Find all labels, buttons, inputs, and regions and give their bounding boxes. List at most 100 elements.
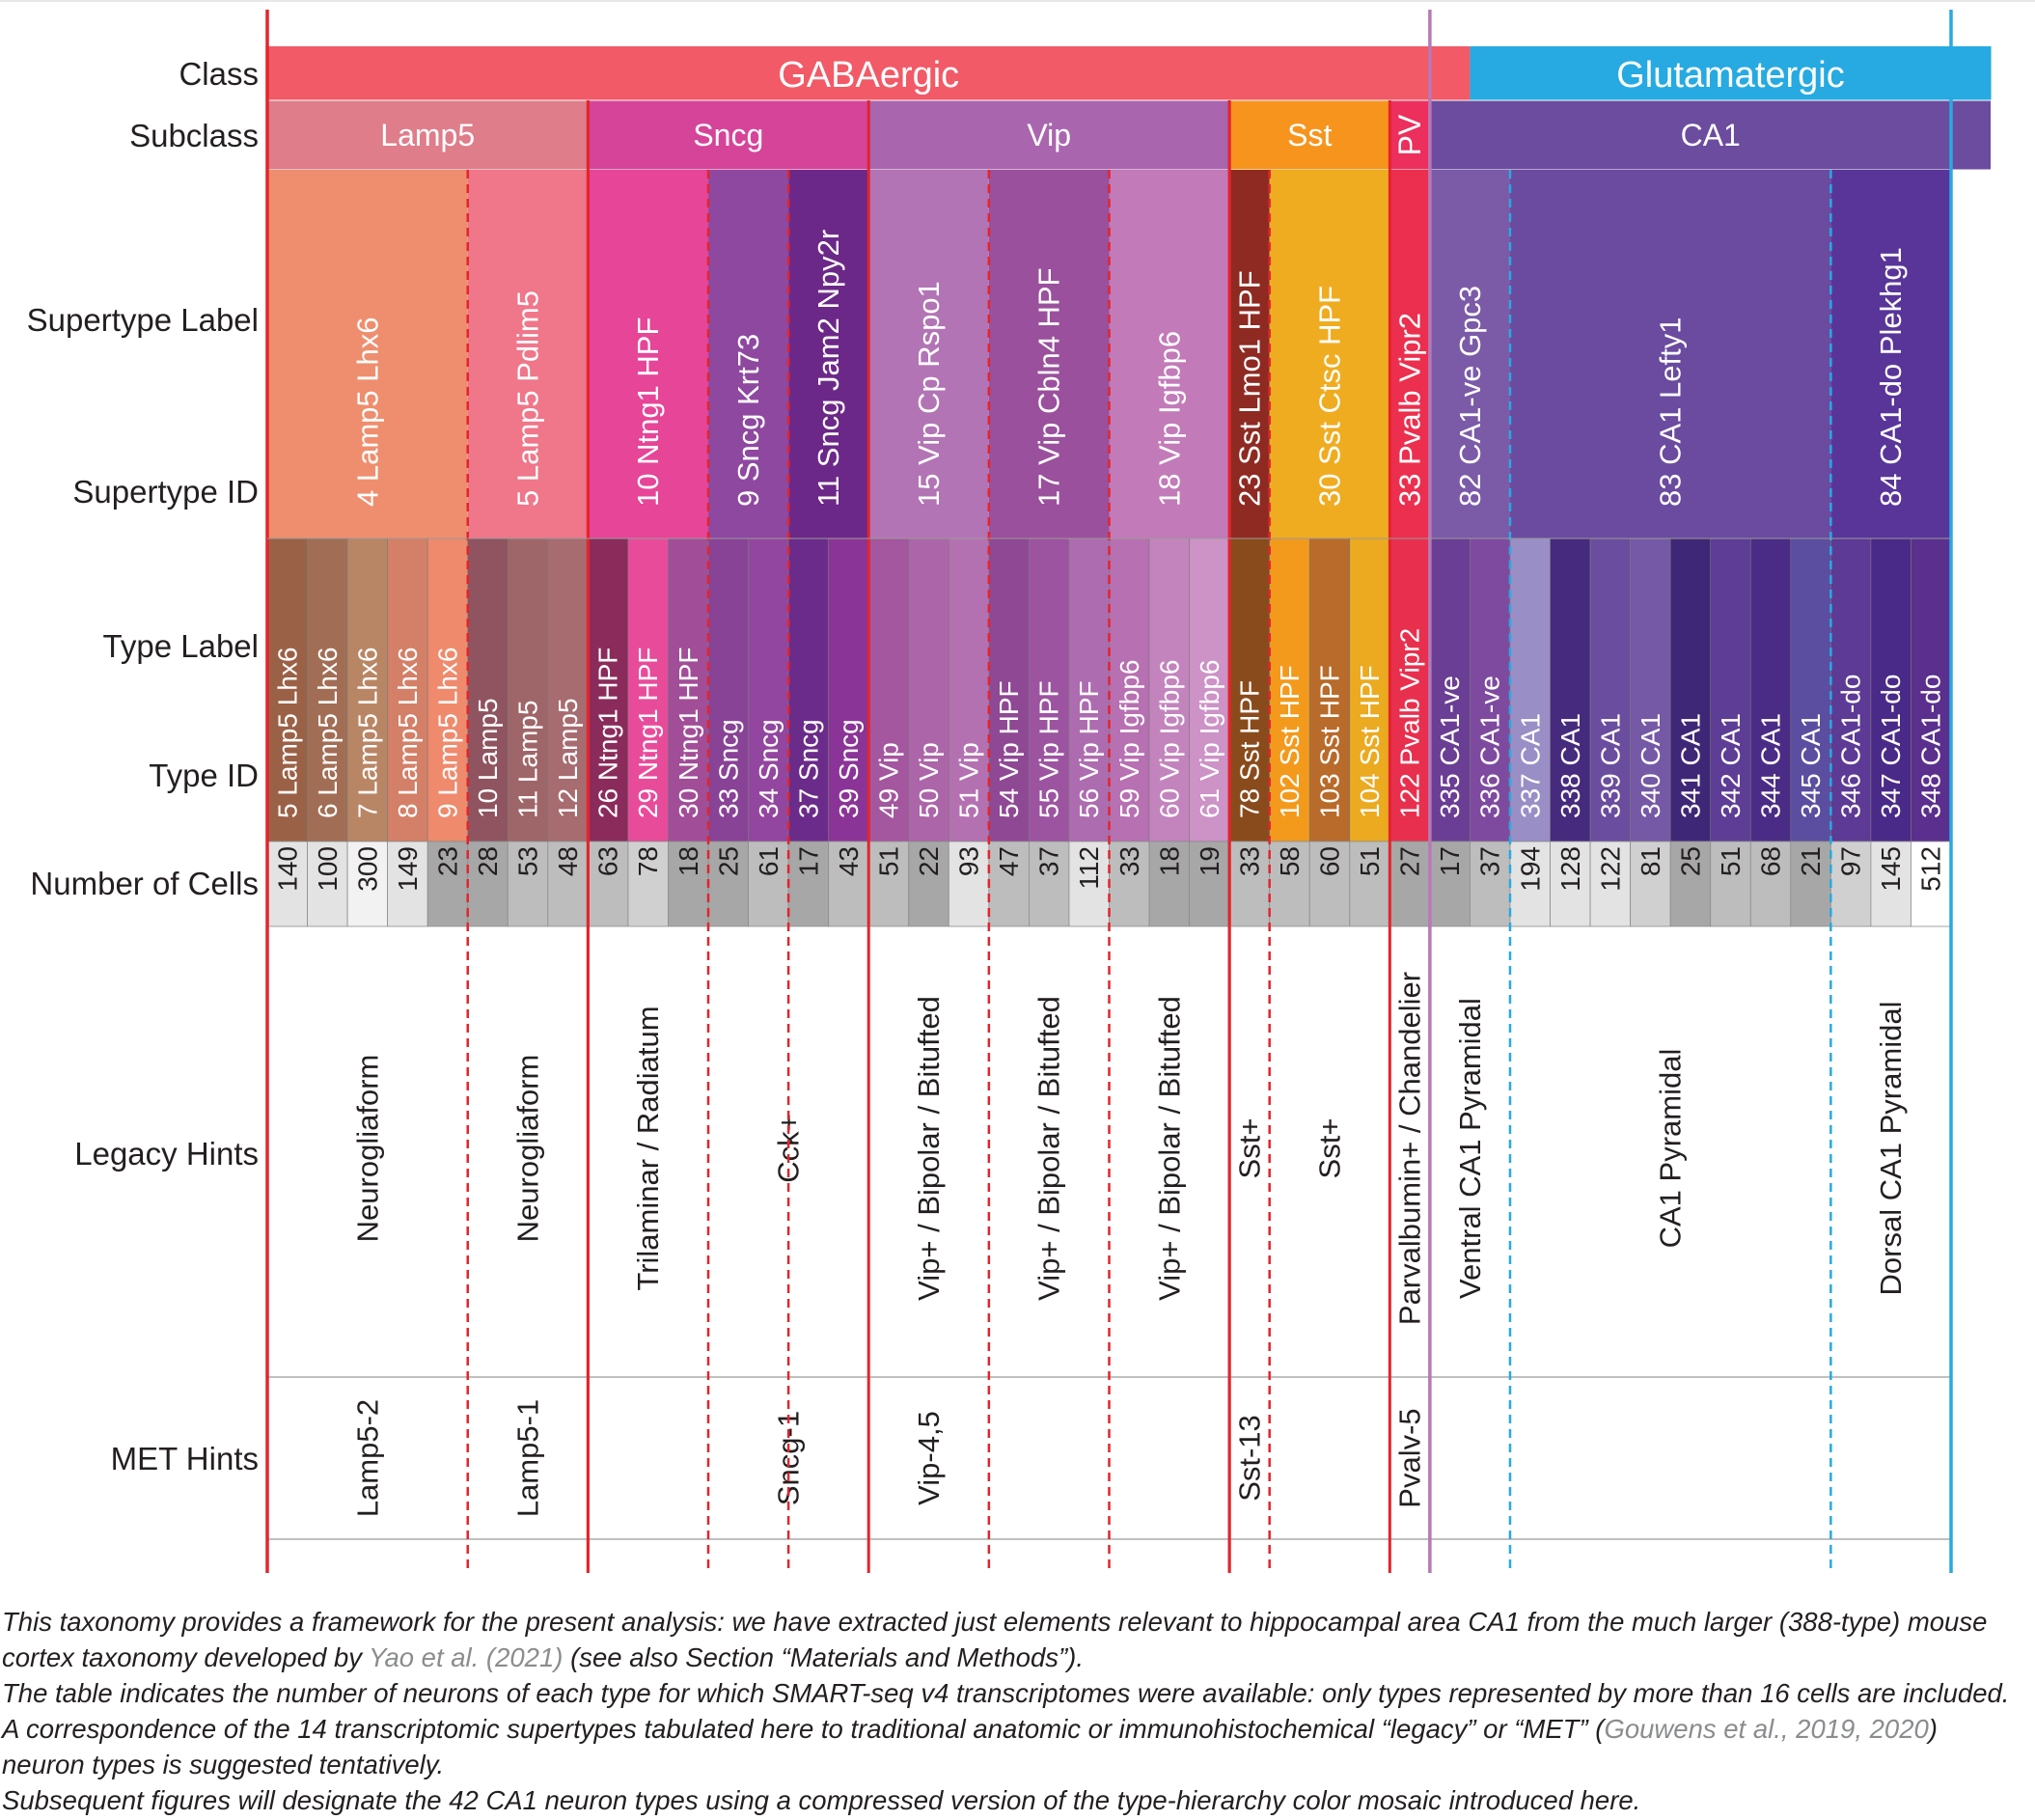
type-column bbox=[1710, 538, 1751, 842]
cell-count-box bbox=[1870, 841, 1911, 927]
supertype-label: 33 Pvalb Vipr2 bbox=[1393, 313, 1427, 507]
cell-count: 21 bbox=[1796, 846, 1826, 876]
cell-count-box bbox=[1349, 841, 1390, 927]
cell-count-box bbox=[1148, 841, 1190, 927]
type-column bbox=[1790, 538, 1831, 842]
cell-count: 58 bbox=[1275, 846, 1305, 876]
cell-count: 19 bbox=[1195, 846, 1224, 876]
cell-count: 149 bbox=[393, 846, 423, 892]
cell-count: 37 bbox=[1475, 846, 1505, 876]
type-label: 55 Vip HPF bbox=[1034, 680, 1064, 818]
cell-count: 78 bbox=[633, 846, 663, 876]
supertype-label: 30 Sst Ctsc HPF bbox=[1313, 286, 1347, 507]
caption-reference-link[interactable]: Gouwens et al., 2019, 2020 bbox=[1604, 1714, 1929, 1744]
type-column bbox=[1068, 538, 1110, 842]
subclass-label: CA1 bbox=[1681, 118, 1741, 152]
supertype-block bbox=[988, 170, 1110, 538]
met-hint: Pvalv-5 bbox=[1393, 1408, 1427, 1507]
supertype-label: 17 Vip Cbln4 HPF bbox=[1032, 267, 1066, 507]
type-label: 50 Vip bbox=[914, 742, 944, 818]
cell-count: 122 bbox=[1595, 846, 1625, 892]
type-label: 60 Vip Igfbp6 bbox=[1154, 659, 1184, 818]
supertype-label: 9 Sncg Krt73 bbox=[731, 334, 765, 507]
type-label: 344 CA1 bbox=[1756, 713, 1786, 818]
type-label: 5 Lamp5 Lhx6 bbox=[272, 648, 302, 818]
cell-count-box bbox=[387, 841, 428, 927]
cell-count: 128 bbox=[1555, 846, 1585, 892]
type-label: 37 Sncg bbox=[793, 719, 823, 818]
cell-count-box bbox=[1029, 841, 1070, 927]
cell-count: 43 bbox=[834, 846, 864, 876]
type-label: 9 Lamp5 Lhx6 bbox=[432, 648, 462, 818]
met-hint: Sst-13 bbox=[1232, 1415, 1266, 1502]
cell-count: 112 bbox=[1074, 846, 1104, 890]
cell-count: 48 bbox=[553, 846, 583, 876]
cell-count: 33 bbox=[1114, 846, 1144, 876]
type-label: 12 Lamp5 bbox=[553, 698, 583, 818]
supertype-block bbox=[868, 170, 989, 538]
cell-count: 25 bbox=[713, 846, 743, 876]
taxonomy-figure: Class Subclass Supertype Label Supertype… bbox=[0, 0, 2035, 1573]
cell-count-box bbox=[867, 841, 910, 927]
type-label: 11 Lamp5 bbox=[513, 701, 543, 818]
cell-count-box bbox=[627, 841, 669, 927]
caption-reference-link[interactable]: Yao et al. (2021) bbox=[369, 1642, 564, 1672]
type-column bbox=[1308, 538, 1351, 842]
supertype-block bbox=[467, 170, 589, 538]
cell-count: 18 bbox=[674, 846, 703, 876]
type-label: 7 Lamp5 Lhx6 bbox=[352, 648, 382, 818]
row-label-subclass: Subclass bbox=[129, 118, 259, 153]
row-label-number-of-cells: Number of Cells bbox=[30, 866, 259, 901]
type-label: 51 Vip bbox=[954, 742, 984, 818]
supertype-block bbox=[1229, 170, 1270, 538]
cell-count: 53 bbox=[513, 846, 543, 876]
type-label: 29 Ntng1 HPF bbox=[633, 648, 663, 818]
row-label-legacy-hints: Legacy Hints bbox=[74, 1136, 259, 1172]
figure-caption: This taxonomy provides a framework for t… bbox=[2, 1604, 2028, 1818]
class-label: Glutamatergic bbox=[1616, 55, 1845, 96]
class-band bbox=[1470, 46, 1992, 100]
type-label: 30 Ntng1 HPF bbox=[674, 648, 703, 818]
type-label: 338 CA1 bbox=[1555, 713, 1585, 818]
cell-count-box bbox=[828, 841, 869, 927]
type-label: 103 Sst HPF bbox=[1315, 665, 1345, 818]
type-label: 34 Sncg bbox=[754, 719, 784, 818]
cell-count: 17 bbox=[793, 846, 823, 876]
type-label: 10 Lamp5 bbox=[473, 698, 503, 818]
supertype-block bbox=[588, 170, 709, 538]
legacy-hint: Sst+ bbox=[1232, 1118, 1266, 1179]
cell-count-box bbox=[668, 841, 709, 927]
cell-count-box bbox=[507, 841, 549, 927]
subclass-label: Sncg bbox=[693, 118, 763, 152]
caption-text: ) bbox=[1928, 1714, 1938, 1744]
cell-count-box bbox=[547, 841, 589, 927]
legacy-hint: Neurogliaform bbox=[350, 1055, 384, 1243]
type-label: 6 Lamp5 Lhx6 bbox=[313, 648, 343, 818]
supertype-label: 23 Sst Lmo1 HPF bbox=[1232, 270, 1266, 507]
type-label: 54 Vip HPF bbox=[994, 680, 1024, 818]
cell-count-box bbox=[988, 841, 1030, 927]
legacy-hint: Trilaminar / Radiatum bbox=[631, 1006, 665, 1290]
legacy-hint: CA1 Pyramidal bbox=[1654, 1049, 1688, 1249]
type-label: 335 CA1-ve bbox=[1435, 676, 1465, 818]
type-column bbox=[908, 538, 949, 842]
cell-count-box bbox=[1308, 841, 1351, 927]
cell-count: 51 bbox=[1355, 846, 1385, 876]
cell-count-box bbox=[1109, 841, 1150, 927]
cell-count: 33 bbox=[1234, 846, 1264, 876]
supertype-block bbox=[1429, 170, 1510, 538]
legacy-hint: Parvalbumin+ / Chandelier bbox=[1393, 972, 1427, 1325]
legacy-hint: Neurogliaform bbox=[511, 1055, 545, 1243]
subclass-label: PV bbox=[1392, 114, 1427, 155]
supertype-block bbox=[267, 170, 468, 538]
cell-count: 27 bbox=[1395, 846, 1425, 876]
type-label: 336 CA1-ve bbox=[1475, 676, 1505, 818]
legacy-hint: Ventral CA1 Pyramidal bbox=[1453, 998, 1487, 1299]
cell-count: 28 bbox=[473, 846, 503, 876]
row-label-type-id: Type ID bbox=[149, 758, 259, 793]
cell-count: 81 bbox=[1636, 846, 1665, 876]
type-label: 346 CA1-do bbox=[1836, 675, 1866, 818]
caption-line: Subsequent figures will designate the 42… bbox=[2, 1785, 1641, 1815]
cell-count: 512 bbox=[1916, 846, 1946, 892]
